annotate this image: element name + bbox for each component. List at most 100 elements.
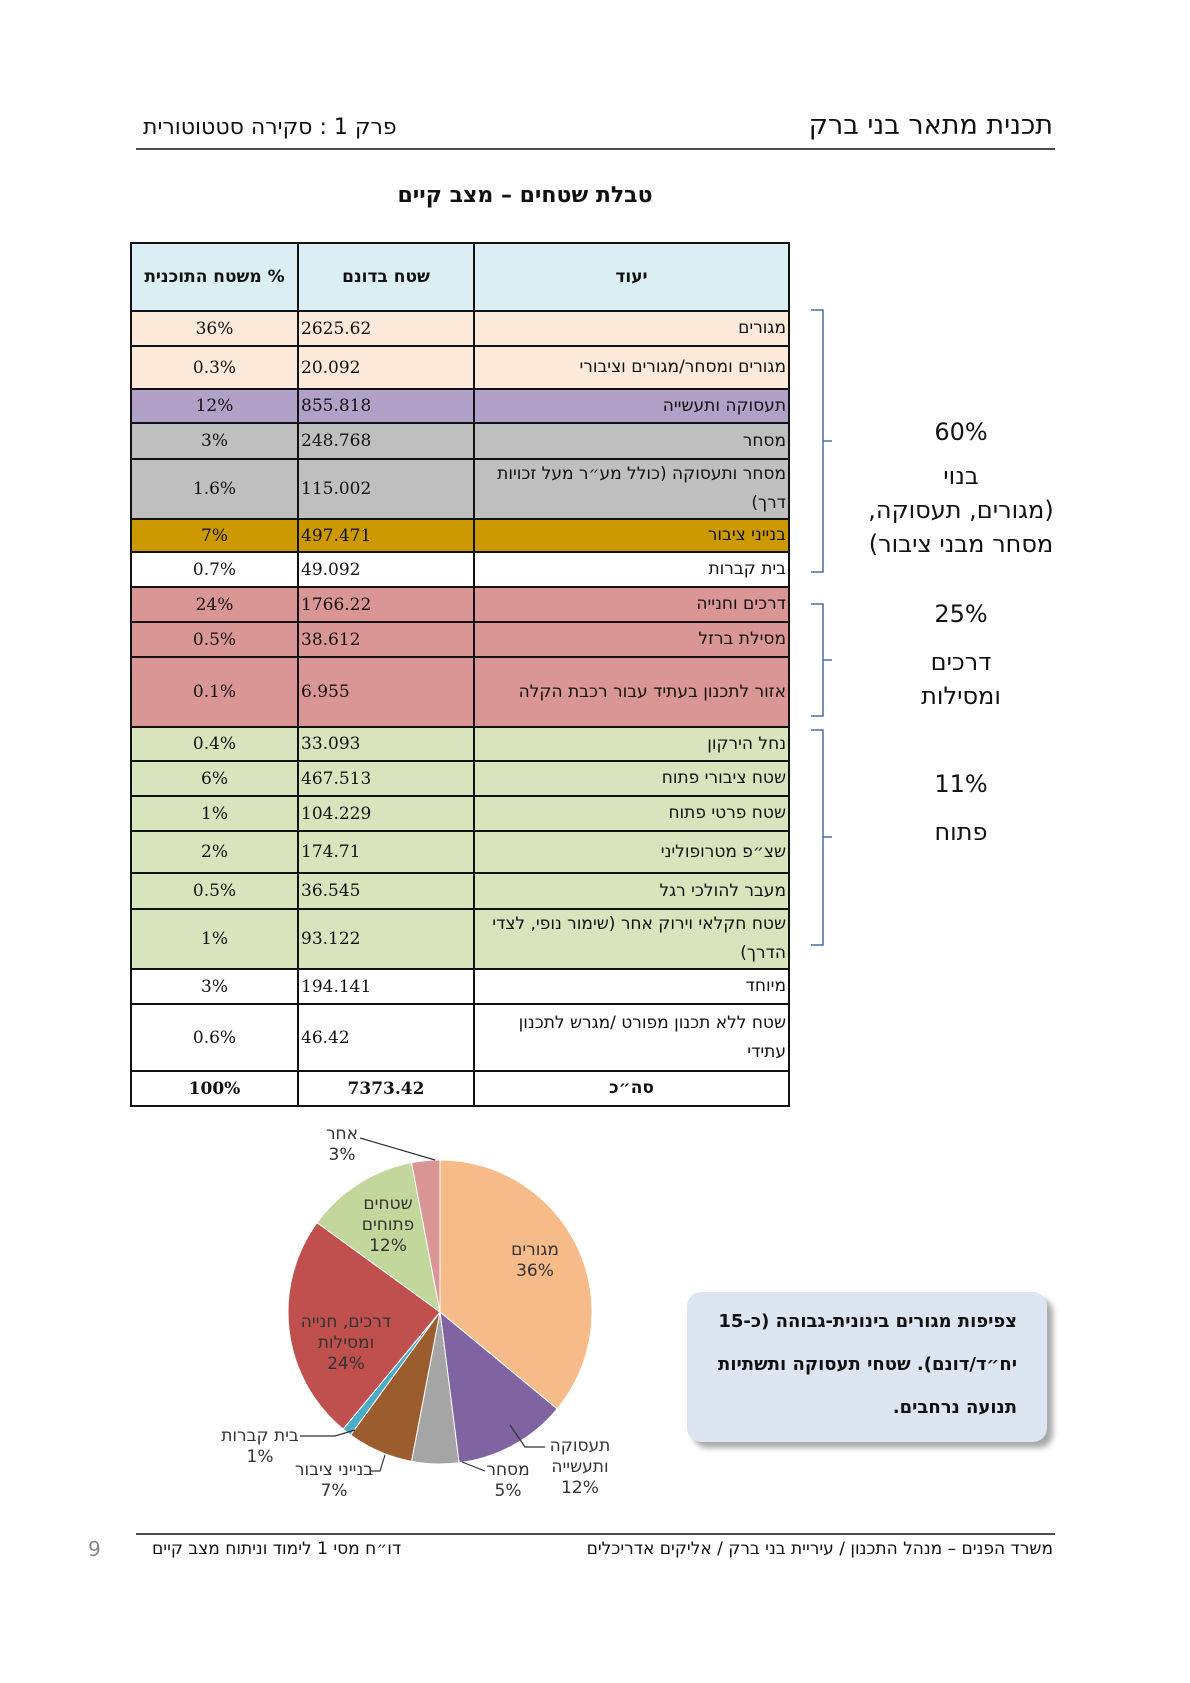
column-header: % משטח התוכנית — [130, 242, 299, 312]
table-cell: 0.7% — [130, 551, 299, 588]
table-cell: 104.229 — [297, 795, 475, 832]
column-header: שטח בדונם — [297, 242, 475, 312]
pie-category: בנייני ציבור — [294, 1460, 374, 1480]
leader-line — [461, 1461, 486, 1472]
pie-value-label: 36% — [516, 1261, 554, 1281]
table-cell: 0.1% — [130, 656, 299, 728]
table-cell: 0.4% — [130, 726, 299, 762]
callout: צפיפות מגורים בינונית-גבוהה (כ-15 יח״ד/ד… — [687, 1292, 1047, 1442]
pie-slice — [316, 1162, 441, 1314]
table-cell: תעסוקה ותעשייה — [473, 388, 790, 424]
header-title: תכנית מתאר בני ברק — [808, 110, 1053, 141]
group-label: מסחר מבני ציבור) — [868, 530, 1054, 558]
table-cell: 3% — [130, 968, 299, 1005]
table-cell: 36% — [130, 310, 299, 347]
table-cell: 20.092 — [297, 345, 475, 390]
pie-label: דרכים, חנייה ומסילות 24% — [286, 1312, 406, 1375]
pie-category: תעסוקה ותעשייה — [549, 1436, 611, 1477]
table-cell: 1.6% — [130, 458, 299, 520]
pie-label: שטחים פתוחים 12% — [348, 1194, 428, 1257]
table-cell: שטח ללא תכנון מפורט /מגרש לתכנון עתידי — [473, 1003, 790, 1072]
table-cell: 174.71 — [297, 830, 475, 874]
pie-value-label: 5% — [494, 1481, 522, 1501]
table-cell: 6% — [130, 760, 299, 797]
table-cell: 1% — [130, 795, 299, 832]
group-percent: 60% — [934, 418, 988, 446]
table-cell: בנייני ציבור — [473, 518, 790, 553]
group-label: פתוח — [934, 818, 988, 846]
pie-label: תעסוקה ותעשייה 12% — [540, 1436, 620, 1499]
table-row: מגורים ומסחר/מגורים וציבורי 20.092 0.3% — [130, 345, 790, 390]
pie-slice — [439, 1310, 558, 1464]
total-row: סה״כ 7373.42 100% — [130, 1070, 790, 1107]
table-cell: 46.42 — [297, 1003, 475, 1072]
bracket — [811, 729, 832, 946]
table-cell: 0.5% — [130, 621, 299, 658]
table-cell: 7% — [130, 518, 299, 553]
pie-category: מגורים — [511, 1240, 559, 1260]
pie-label: מגורים 36% — [490, 1240, 580, 1282]
table-cell: דרכים וחנייה — [473, 586, 790, 623]
table-row: שטח ציבורי פתוח 467.513 6% — [130, 760, 790, 797]
group-label: בנוי — [943, 462, 979, 490]
pie-label: אחר 3% — [312, 1124, 372, 1166]
pie-slice — [410, 1159, 441, 1313]
bracket — [811, 603, 832, 717]
table-cell: 93.122 — [297, 908, 475, 970]
table-cell: 33.093 — [297, 726, 475, 762]
table-row: שטח חקלאי וירוק אחר (שימור נופי, לצדי הד… — [130, 908, 790, 970]
bracket — [811, 309, 832, 573]
pie-value-label: 1% — [246, 1447, 274, 1467]
table-cell: 467.513 — [297, 760, 475, 797]
table-cell: שטח ציבורי פתוח — [473, 760, 790, 797]
table-cell: 24% — [130, 586, 299, 623]
table-cell: 2% — [130, 830, 299, 874]
table-row: שטח פרטי פתוח 104.229 1% — [130, 795, 790, 832]
table-cell: 0.3% — [130, 345, 299, 390]
table-cell: 1% — [130, 908, 299, 970]
pie-value-label: 3% — [328, 1145, 356, 1165]
table-row: נחל הירקון 33.093 0.4% — [130, 726, 790, 762]
table-cell: 3% — [130, 422, 299, 460]
page-number: 9 — [88, 1537, 101, 1561]
header-row: יעוד שטח בדונם % משטח התוכנית — [130, 242, 790, 312]
group-label: דרכים — [930, 648, 992, 676]
pie-slice — [439, 1159, 593, 1410]
pie-category: דרכים, חנייה ומסילות — [300, 1312, 392, 1353]
table-cell: בית קברות — [473, 551, 790, 588]
pie-category: בית קברות — [221, 1426, 299, 1446]
total-cell: סה״כ — [473, 1070, 790, 1107]
column-header: יעוד — [473, 242, 790, 312]
table-cell: 194.141 — [297, 968, 475, 1005]
pie-value-label: 12% — [561, 1478, 599, 1498]
table-row: שטח ללא תכנון מפורט /מגרש לתכנון עתידי 46… — [130, 1003, 790, 1072]
table-cell: 248.768 — [297, 422, 475, 460]
pie-category: מסחר — [486, 1460, 530, 1480]
table-row: אזור לתכנון בעתיד עבור רכבת הקלה 6.955 0.1… — [130, 656, 790, 728]
table-cell: שצ״פ מטרופוליני — [473, 830, 790, 874]
table-row: שצ״פ מטרופוליני 174.71 2% — [130, 830, 790, 874]
leader-line — [370, 1454, 386, 1472]
footer-left: דו״ח מסי 1 לימוד וניתוח מצב קיים — [152, 1539, 402, 1559]
table-cell: מגורים — [473, 310, 790, 347]
group-percent: 25% — [934, 600, 988, 628]
header-chapter: פרק 1 : סקירה סטטוטורית — [143, 115, 397, 140]
pie-category: שטחים פתוחים — [361, 1194, 415, 1235]
group-percent: 11% — [934, 770, 988, 798]
table-cell: מעבר להולכי רגל — [473, 872, 790, 910]
table-cell: 12% — [130, 388, 299, 424]
table-cell: 0.6% — [130, 1003, 299, 1072]
table-cell: נחל הירקון — [473, 726, 790, 762]
total-cell: 7373.42 — [297, 1070, 475, 1107]
table-row: מסחר 248.768 3% — [130, 422, 790, 460]
table-cell: 2625.62 — [297, 310, 475, 347]
leader-line — [509, 1424, 545, 1448]
total-cell: 100% — [130, 1070, 299, 1107]
leader-line — [359, 1137, 436, 1161]
table-cell: 6.955 — [297, 656, 475, 728]
table-cell: 115.002 — [297, 458, 475, 520]
pie-label: בית קברות 1% — [215, 1426, 305, 1468]
table-row: דרכים וחנייה 1766.22 24% — [130, 586, 790, 623]
pie-label: בנייני ציבור 7% — [284, 1460, 384, 1502]
